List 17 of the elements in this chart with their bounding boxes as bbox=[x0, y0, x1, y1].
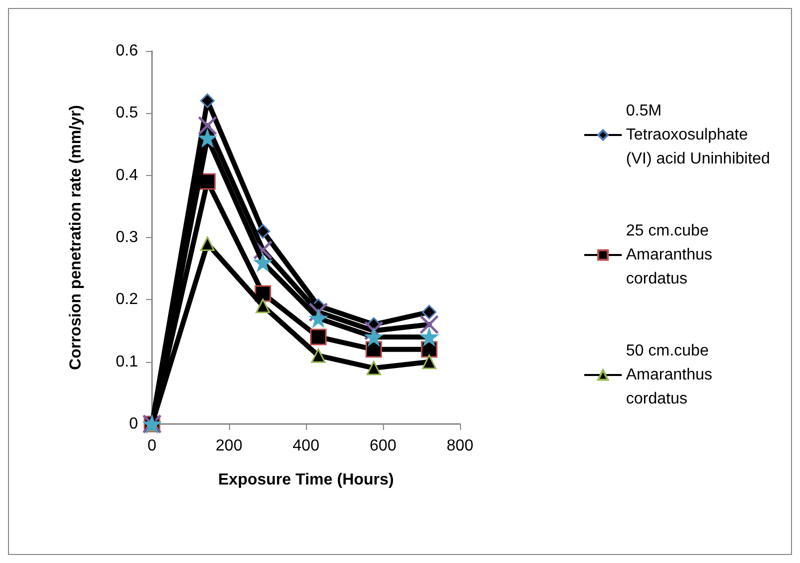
y-tick-label: 0.1 bbox=[116, 353, 138, 370]
legend-label: 0.5M Tetraoxosulphate (VI) acid Uninhibited bbox=[626, 102, 770, 168]
y-tick-label: 0 bbox=[129, 416, 138, 432]
x-tick-label: 600 bbox=[370, 438, 396, 454]
x-tick-label: 0 bbox=[148, 438, 157, 454]
x-axis-title: Exposure Time (Hours) bbox=[218, 472, 394, 488]
y-tick-label: 0.5 bbox=[116, 104, 138, 122]
y-axis-title: Corrosion penetration rate (mm/yr) bbox=[68, 105, 84, 370]
y-tick-label: 0.3 bbox=[116, 229, 138, 246]
x-tick-label: 400 bbox=[292, 438, 320, 454]
y-tick-label: 0.2 bbox=[116, 291, 138, 308]
legend-label: 25 cm.cube Amaranthus cordatus bbox=[626, 222, 717, 288]
x-tick-label: 200 bbox=[216, 438, 242, 454]
x-tick-label: 800 bbox=[446, 438, 474, 454]
y-tick-label: 0.6 bbox=[116, 42, 138, 60]
y-tick-label: 0.4 bbox=[116, 166, 138, 184]
legend-label: 50 cm.cube Amaranthus cordatus bbox=[626, 342, 717, 408]
